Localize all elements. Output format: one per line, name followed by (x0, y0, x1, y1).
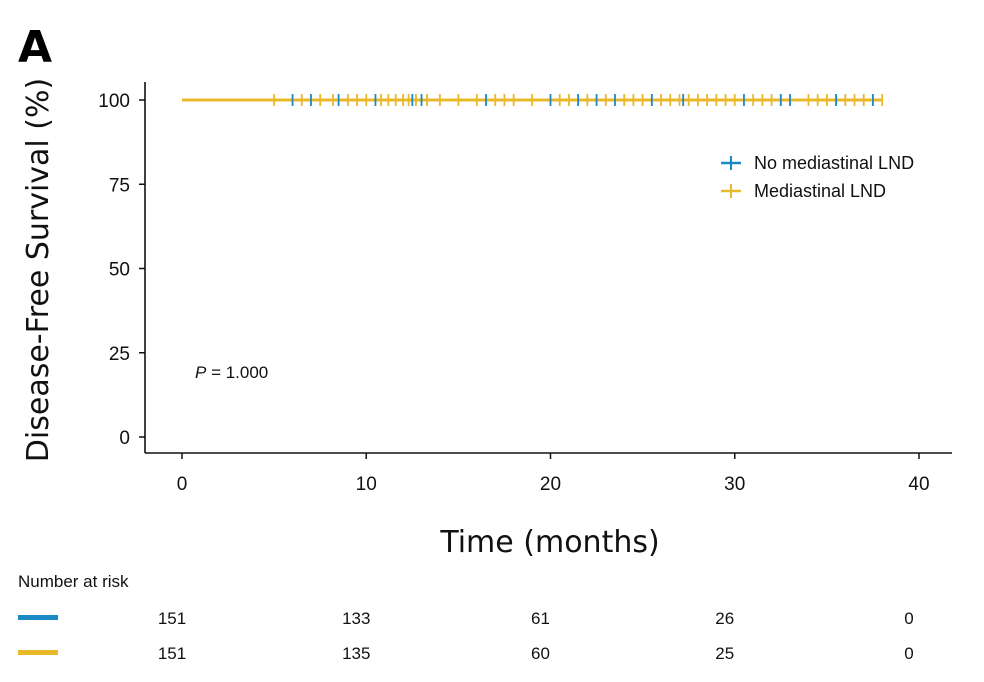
y-tick-label: 25 (109, 344, 130, 365)
y-tick-label: 100 (98, 91, 130, 112)
risk-value: 0 (904, 644, 913, 663)
risk-value: 151 (158, 609, 186, 628)
risk-row-swatch-0 (18, 615, 58, 620)
risk-value: 26 (715, 609, 734, 628)
risk-value: 151 (158, 644, 186, 663)
risk-value: 0 (904, 609, 913, 628)
axes (144, 82, 952, 454)
x-axis-title: Time (months) (439, 525, 659, 560)
y-tick-label: 0 (119, 428, 130, 449)
x-tick-label: 0 (177, 474, 188, 495)
y-axis-title: Disease-Free Survival (%) (21, 78, 56, 462)
risk-value: 25 (715, 644, 734, 663)
y-tick-label: 75 (109, 175, 130, 196)
y-ticks: 0 25 50 75 100 (98, 91, 145, 449)
x-ticks: 0 10 20 30 40 (177, 453, 930, 495)
risk-table-title: Number at risk (18, 572, 129, 591)
x-tick-label: 30 (724, 474, 745, 495)
x-tick-label: 20 (540, 474, 561, 495)
p-value-symbol: P (195, 363, 207, 382)
series-layer (182, 94, 884, 106)
panel-label: A (18, 22, 52, 73)
y-tick-label: 50 (109, 260, 130, 281)
legend-label-1: Mediastinal LND (754, 181, 886, 201)
risk-value: 135 (342, 644, 370, 663)
legend: No mediastinal LND Mediastinal LND (721, 153, 914, 201)
p-value-annotation: P = 1.000 (195, 363, 268, 382)
legend-label-0: No mediastinal LND (754, 153, 914, 173)
risk-value: 61 (531, 609, 550, 628)
x-tick-label: 10 (356, 474, 377, 495)
p-value-text: = 1.000 (206, 363, 268, 382)
risk-row-swatch-1 (18, 650, 58, 655)
x-tick-label: 40 (908, 474, 929, 495)
risk-value: 133 (342, 609, 370, 628)
risk-value: 60 (531, 644, 550, 663)
risk-table: 151 133 61 26 0 151 135 60 25 0 (18, 609, 914, 663)
